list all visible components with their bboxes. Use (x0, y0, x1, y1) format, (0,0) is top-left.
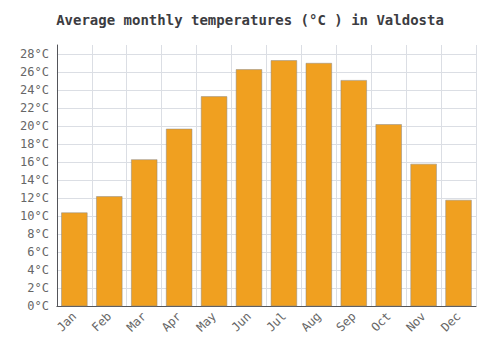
svg-text:26°C: 26°C (20, 65, 49, 79)
svg-text:Apr: Apr (159, 309, 184, 334)
svg-text:Nov: Nov (403, 309, 428, 334)
svg-text:Jul: Jul (264, 309, 289, 334)
svg-text:Oct: Oct (368, 309, 393, 334)
svg-text:6°C: 6°C (27, 245, 49, 259)
svg-text:28°C: 28°C (20, 47, 49, 61)
svg-text:14°C: 14°C (20, 173, 49, 187)
svg-text:16°C: 16°C (20, 155, 49, 169)
svg-text:18°C: 18°C (20, 137, 49, 151)
svg-text:Jan: Jan (54, 309, 79, 334)
svg-text:0°C: 0°C (27, 299, 49, 313)
svg-text:22°C: 22°C (20, 101, 49, 115)
svg-text:Jun: Jun (229, 309, 254, 334)
svg-text:24°C: 24°C (20, 83, 49, 97)
svg-text:Dec: Dec (438, 309, 463, 334)
svg-text:10°C: 10°C (20, 209, 49, 223)
svg-text:8°C: 8°C (27, 227, 49, 241)
svg-text:May: May (194, 309, 219, 334)
svg-text:2°C: 2°C (27, 281, 49, 295)
svg-text:Average monthly temperatures (: Average monthly temperatures (°C ) in Va… (56, 12, 444, 28)
svg-text:Feb: Feb (89, 309, 114, 334)
svg-text:Aug: Aug (299, 309, 324, 334)
svg-text:12°C: 12°C (20, 191, 49, 205)
svg-text:Mar: Mar (124, 309, 149, 334)
svg-text:4°C: 4°C (27, 263, 49, 277)
svg-text:20°C: 20°C (20, 119, 49, 133)
svg-text:Sep: Sep (333, 309, 358, 334)
